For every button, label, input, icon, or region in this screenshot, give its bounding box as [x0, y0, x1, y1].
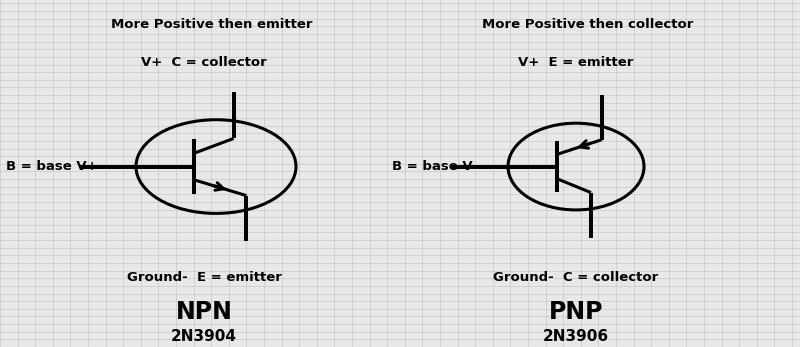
Text: V+  E = emitter: V+ E = emitter	[518, 56, 634, 69]
Text: PNP: PNP	[549, 300, 603, 324]
Text: 2N3904: 2N3904	[171, 329, 237, 344]
Text: B = base V+: B = base V+	[6, 160, 98, 173]
Text: More Positive then emitter: More Positive then emitter	[111, 18, 313, 31]
Text: More Positive then collector: More Positive then collector	[482, 18, 694, 31]
Text: NPN: NPN	[175, 300, 233, 324]
Text: B = base V–: B = base V–	[392, 160, 480, 173]
Text: V+  C = collector: V+ C = collector	[141, 56, 267, 69]
Text: Ground-  C = collector: Ground- C = collector	[494, 271, 658, 284]
Text: 2N3906: 2N3906	[543, 329, 609, 344]
Text: Ground-  E = emitter: Ground- E = emitter	[126, 271, 282, 284]
